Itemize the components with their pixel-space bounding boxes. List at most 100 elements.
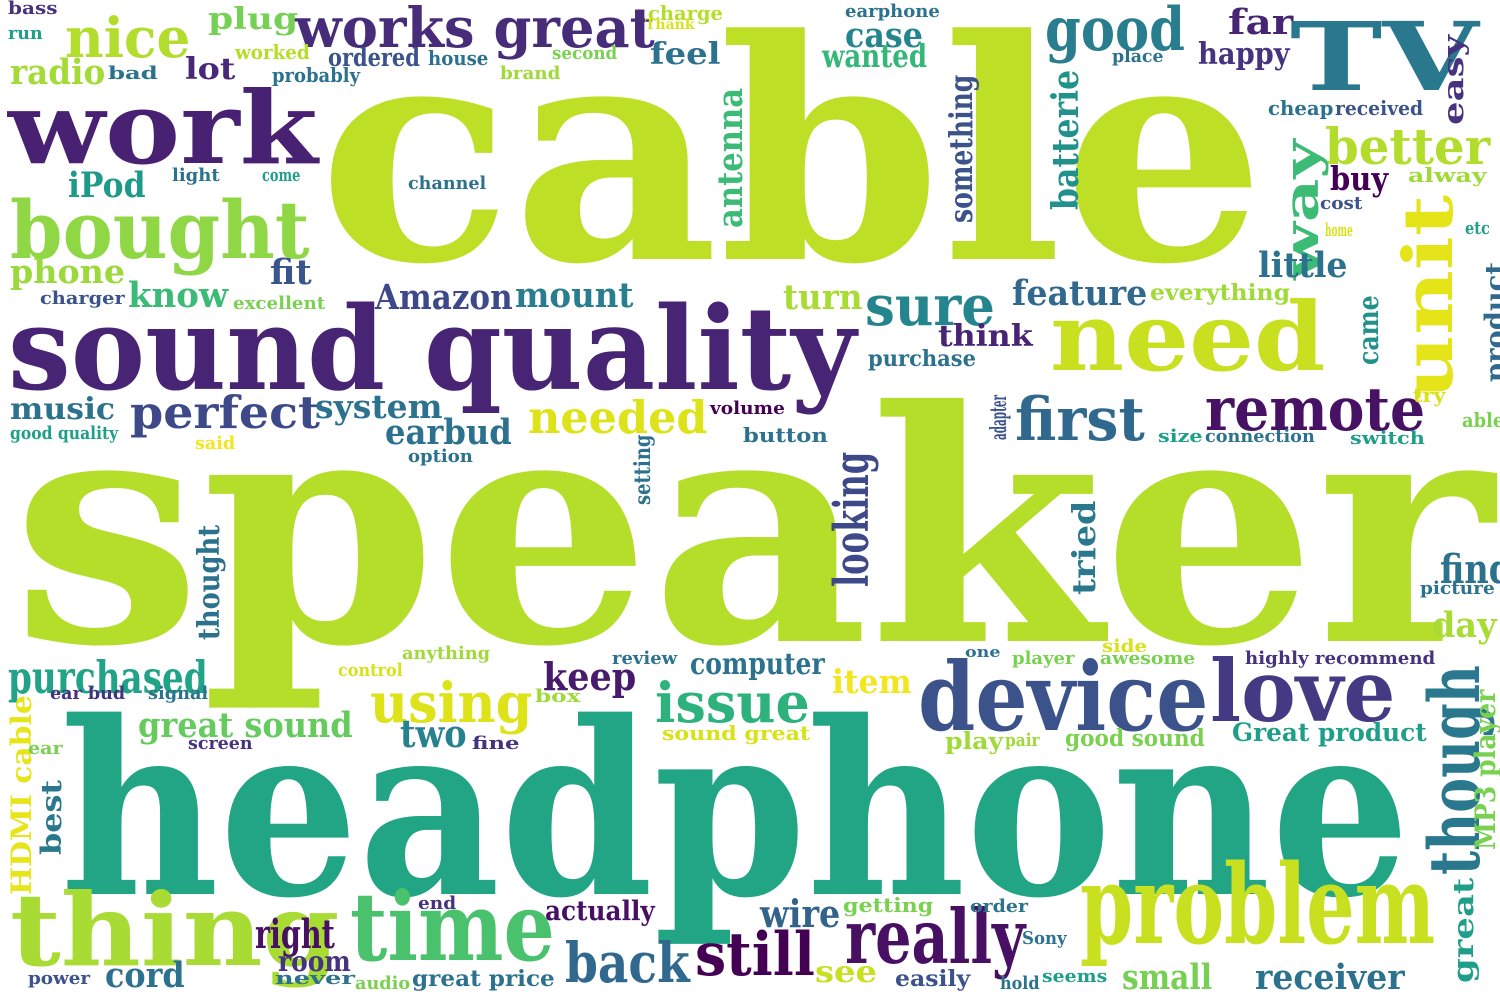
cloud-word-small: small [1122, 957, 1213, 998]
cloud-word-room: room [278, 945, 351, 978]
cloud-word-little: little [1258, 245, 1348, 286]
cloud-word-tried: tried [1065, 500, 1103, 595]
cloud-word-bass: bass [8, 0, 58, 19]
cloud-word-end: end [418, 893, 457, 914]
cloud-word-alway: alway [1408, 163, 1487, 187]
cloud-word-back: back [565, 930, 690, 995]
cloud-word-buy: buy [1330, 159, 1389, 198]
cloud-word-charger: charger [40, 288, 125, 309]
cloud-word-remote: remote [1205, 375, 1426, 445]
cloud-word-problem: problem [1080, 840, 1436, 969]
cloud-word-speaker: speaker [12, 342, 1494, 717]
cloud-word-work: work [8, 69, 318, 187]
cloud-word-thought: thought [192, 524, 227, 640]
cloud-word-control: control [338, 660, 403, 681]
cloud-word-excellent: excellent [233, 293, 326, 314]
cloud-word-time: time [350, 872, 555, 983]
cloud-word-volume: volume [710, 398, 785, 419]
cloud-word-fine: fine [472, 733, 520, 754]
cloud-word-looking: looking [824, 451, 880, 587]
cloud-word-box: box [535, 686, 581, 707]
cloud-word-love: love [1210, 642, 1396, 742]
cloud-word-cord: cord [105, 955, 185, 996]
cloud-word-setting: setting [630, 434, 656, 505]
cloud-word-works-great: works great [295, 0, 655, 60]
cloud-word-see: see [815, 955, 878, 990]
cloud-word-feel: feel [650, 37, 721, 72]
cloud-word-need: need [1050, 282, 1326, 393]
cloud-word-earbud: earbud [385, 412, 512, 453]
cloud-word-easily: easily [895, 966, 971, 992]
cloud-word-highly-recommend: highly recommend [1245, 648, 1436, 669]
cloud-word-hold: hold [1000, 973, 1040, 994]
cloud-word-better: better [1325, 117, 1491, 176]
cloud-word-bad: bad [108, 63, 158, 84]
cloud-word-purchase: purchase [868, 346, 976, 372]
cloud-word-feature: feature [1012, 273, 1148, 314]
cloud-word-needed: needed [528, 391, 708, 444]
cloud-word-purchased: purchased [8, 651, 208, 704]
cloud-word-computer: computer [690, 647, 825, 682]
cloud-word-still: still [695, 920, 815, 990]
cloud-word-one: one [965, 643, 1001, 661]
cloud-word-never: never [275, 968, 355, 989]
cloud-word-ordered: ordered [328, 43, 420, 72]
cloud-word-signal: signal [148, 683, 209, 704]
cloud-word-home: home [1325, 220, 1353, 241]
cloud-word-first: first [1015, 385, 1145, 455]
cloud-word-headphone: headphone [60, 669, 1411, 951]
cloud-word-screen: screen [188, 733, 253, 754]
cloud-word-good-quality: good quality [10, 423, 119, 444]
cloud-word-lot: lot [185, 52, 236, 87]
cloud-word-item: item [832, 662, 912, 701]
cloud-word-house: house [428, 46, 489, 70]
cloud-word-actually: actually [545, 896, 655, 927]
cloud-word-keep: keep [543, 654, 637, 699]
cloud-word-great-price: great price [412, 966, 555, 992]
cloud-word-great: great [1447, 877, 1480, 983]
cloud-word-cable: cable [318, 0, 1266, 331]
cloud-word-wanted: wanted [822, 37, 928, 75]
cloud-word-light: light [172, 165, 220, 186]
cloud-word-side: side [1102, 636, 1148, 657]
cloud-word-run: run [8, 23, 43, 44]
cloud-word-fit: fit [270, 252, 312, 293]
cloud-word-thing: thing [10, 871, 340, 989]
cloud-word-nice: nice [65, 5, 191, 70]
cloud-word-etc: etc [1465, 218, 1490, 239]
cloud-word-system: system [315, 387, 443, 426]
cloud-word-cheap: cheap [1268, 96, 1334, 120]
cloud-word-received: received [1335, 96, 1424, 120]
cloud-word-player: player [1012, 648, 1075, 669]
cloud-word-anything: anything [402, 643, 491, 664]
cloud-word-music: music [10, 392, 116, 427]
cloud-word-device: device [918, 642, 1209, 753]
cloud-word-great-product: Great product [1232, 718, 1427, 747]
cloud-word-adapter: adapter [986, 394, 1012, 440]
cloud-word-case: case [845, 15, 923, 56]
cloud-word-really: really [845, 893, 1026, 981]
cloud-word-sound-great: sound great [662, 721, 811, 745]
cloud-word-earphone: earphone [845, 1, 940, 22]
cloud-word-happy: happy [1198, 37, 1290, 72]
cloud-word-bought: bought [10, 183, 310, 277]
cloud-word-antenna: antenna [710, 87, 751, 228]
cloud-word-order: order [970, 896, 1029, 917]
cloud-word-play: play [945, 728, 1004, 755]
cloud-word-best: best [35, 779, 68, 855]
cloud-word-wire: wire [760, 891, 841, 936]
cloud-word-phone: phone [10, 252, 126, 291]
cloud-word-came: came [1352, 295, 1385, 365]
cloud-word-easy: easy [1437, 35, 1470, 126]
cloud-word-probably: probably [272, 63, 361, 87]
cloud-word-product: product [1479, 262, 1500, 382]
cloud-word-awesome: awesome [1100, 648, 1196, 669]
cloud-word-ipod: iPod [68, 165, 146, 206]
cloud-word-ear-bud: ear bud [50, 683, 126, 704]
cloud-word-brand: brand [500, 63, 561, 84]
cloud-word-power: power [28, 968, 91, 989]
cloud-word-hdmi-cable: HDMI cable [5, 695, 38, 895]
cloud-word-two: two [400, 711, 467, 756]
cloud-word-issue: issue [655, 670, 810, 735]
